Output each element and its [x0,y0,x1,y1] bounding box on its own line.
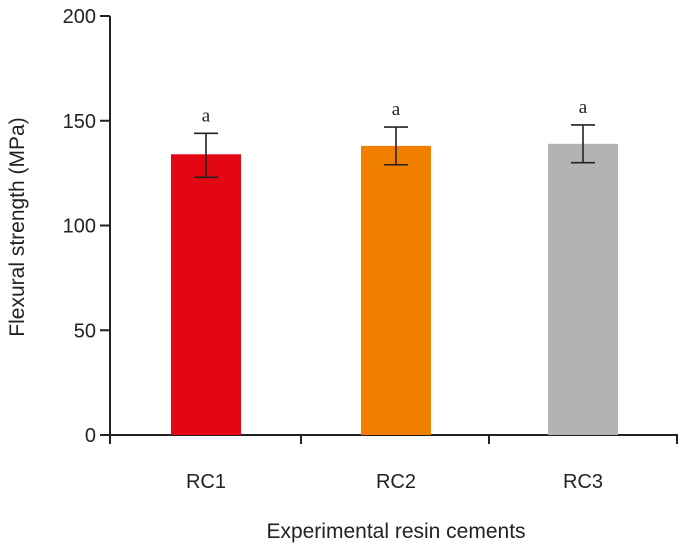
bar-rc3 [548,143,618,436]
error-bars [194,124,595,179]
x-tick-labels: RC1 RC2 RC3 [186,471,603,493]
y-axis-title: Flexural strength (MPa) [6,117,29,336]
significance-label: a [579,97,588,118]
y-tick-label: 100 [63,216,96,238]
x-tick-label: RC3 [563,471,603,493]
y-tick-label: 200 [63,6,96,28]
bar-rc1 [171,154,241,435]
significance-label: a [392,99,401,120]
y-tick-label: 50 [74,320,96,342]
y-tick-label: 150 [63,111,96,133]
bar-rc2 [361,145,431,435]
significance-label: a [202,105,211,126]
x-axis-title: Experimental resin cements [266,520,525,543]
x-tick-label: RC2 [376,471,416,493]
bars [171,143,618,436]
y-ticks: 0 50 100 150 200 [63,6,110,447]
x-tick-label: RC1 [186,471,226,493]
y-tick-label: 0 [85,425,96,447]
